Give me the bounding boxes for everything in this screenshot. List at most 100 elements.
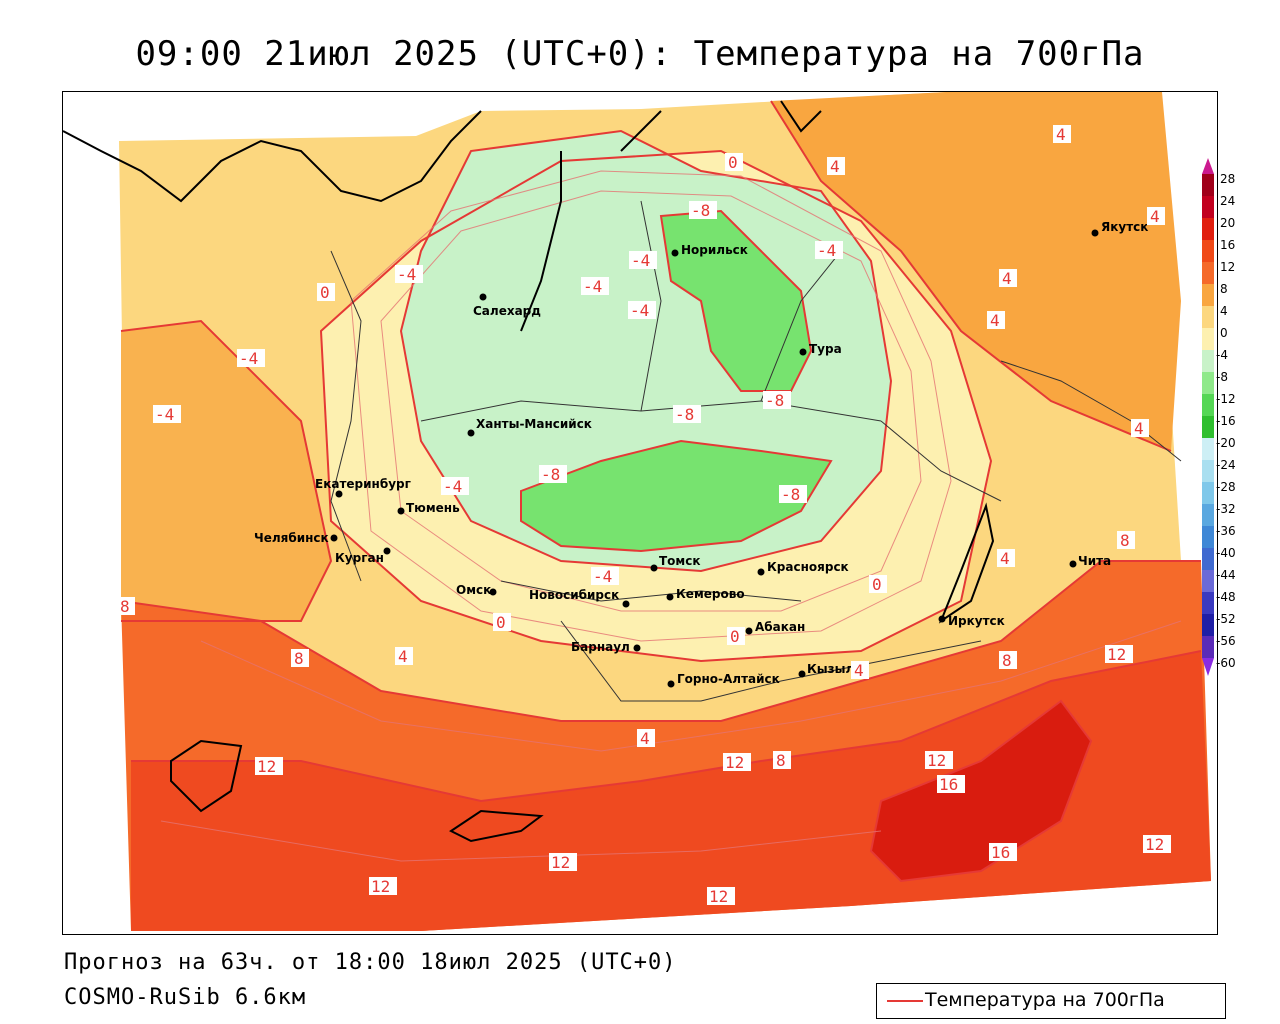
iso-label: -4 <box>153 405 181 424</box>
svg-text:8: 8 <box>120 597 130 616</box>
svg-text:4: 4 <box>1002 269 1012 288</box>
svg-text:-4: -4 <box>239 349 258 368</box>
svg-text:Ханты-Мансийск: Ханты-Мансийск <box>476 417 592 431</box>
svg-text:-4: -4 <box>817 241 836 260</box>
city-novosibirsk: Новосибирск <box>529 588 630 608</box>
iso-label: 8 <box>999 651 1017 670</box>
svg-text:Тюмень: Тюмень <box>406 501 460 515</box>
iso-label: 12 <box>723 753 751 772</box>
iso-label: -8 <box>779 485 807 504</box>
iso-label: 16 <box>937 775 965 794</box>
iso-label: -8 <box>539 465 567 484</box>
svg-text:-4: -4 <box>155 405 174 424</box>
iso-label: 0 <box>493 613 511 632</box>
iso-label: 4 <box>827 157 845 176</box>
iso-label: 4 <box>1053 125 1071 144</box>
svg-text:4: 4 <box>1134 419 1144 438</box>
svg-text:Екатеринбург: Екатеринбург <box>315 477 411 491</box>
scale-swatches <box>1202 174 1214 658</box>
svg-text:12: 12 <box>725 753 744 772</box>
city-yakutsk: Якутск <box>1091 220 1148 237</box>
svg-text:Челябинск: Челябинск <box>254 531 329 545</box>
svg-text:Кызыл: Кызыл <box>807 662 854 676</box>
svg-text:-4: -4 <box>443 477 462 496</box>
svg-text:12: 12 <box>1145 835 1164 854</box>
svg-text:Горно-Алтайск: Горно-Алтайск <box>677 672 780 686</box>
svg-text:4: 4 <box>1000 549 1010 568</box>
iso-label: 4 <box>1131 419 1149 438</box>
iso-label: 12 <box>1143 835 1171 854</box>
svg-text:0: 0 <box>320 283 330 302</box>
iso-label: 0 <box>869 575 887 594</box>
svg-text:-4: -4 <box>630 301 649 320</box>
iso-label: 4 <box>987 311 1005 330</box>
iso-label: 12 <box>369 877 397 896</box>
svg-text:4: 4 <box>398 647 408 666</box>
iso-label: 4 <box>395 647 413 666</box>
map-canvas: Салехард Норильск Тура Якутск Ханты-Манс… <box>63 92 1211 931</box>
scale-tick: 0 <box>1220 326 1228 340</box>
svg-text:4: 4 <box>854 661 864 680</box>
model-name: COSMO-RuSib 6.6км <box>64 985 307 1010</box>
iso-label: 4 <box>851 661 869 680</box>
iso-label: 12 <box>925 751 953 770</box>
svg-text:0: 0 <box>496 613 506 632</box>
legend-line-swatch <box>887 1000 923 1002</box>
scale-tick: -60 <box>1216 656 1236 670</box>
temperature-map: Салехард Норильск Тура Якутск Ханты-Манс… <box>62 91 1218 935</box>
city-salekhard: Салехард <box>473 293 541 318</box>
svg-text:4: 4 <box>1056 125 1066 144</box>
scale-tick: -48 <box>1216 590 1236 604</box>
scale-tick: -20 <box>1216 436 1236 450</box>
svg-text:-8: -8 <box>765 391 784 410</box>
city-tura: Тура <box>799 342 842 356</box>
city-omsk: Омск <box>456 583 497 597</box>
scale-tick: -32 <box>1216 502 1236 516</box>
city-irkutsk: Иркутск <box>938 614 1005 628</box>
iso-label: 16 <box>989 843 1017 862</box>
svg-text:Красноярск: Красноярск <box>767 560 849 574</box>
scale-tick: 20 <box>1220 216 1235 230</box>
svg-text:8: 8 <box>776 751 786 770</box>
svg-text:-4: -4 <box>593 567 612 586</box>
svg-text:0: 0 <box>872 575 882 594</box>
iso-label: 0 <box>317 283 335 302</box>
iso-label: 0 <box>727 627 745 646</box>
scale-tick: 12 <box>1220 260 1235 274</box>
iso-label: -4 <box>441 477 469 496</box>
temperature-field <box>119 92 1211 931</box>
svg-text:-8: -8 <box>691 201 710 220</box>
svg-text:Норильск: Норильск <box>681 243 748 257</box>
svg-text:Тура: Тура <box>809 342 842 356</box>
svg-text:Абакан: Абакан <box>755 620 805 634</box>
iso-label: -4 <box>591 567 619 586</box>
scale-tick: 8 <box>1220 282 1228 296</box>
iso-label: -4 <box>237 349 265 368</box>
iso-label: 12 <box>707 887 735 906</box>
svg-text:16: 16 <box>991 843 1010 862</box>
city-yekaterinburg: Екатеринбург <box>315 477 411 498</box>
city-gorno-altaysk: Горно-Алтайск <box>667 672 780 688</box>
iso-label: 8 <box>1117 531 1135 550</box>
svg-text:-8: -8 <box>675 405 694 424</box>
city-barnaul: Барнаул <box>571 640 641 654</box>
iso-label: 0 <box>725 153 743 172</box>
iso-label: 8 <box>117 597 135 616</box>
city-kyzyl: Кызыл <box>798 662 854 678</box>
iso-label: 12 <box>255 757 283 776</box>
color-scale-bar: 28 24 20 16 12 8 4 0 -4 -8 -12 -16 -20 -… <box>1202 158 1236 676</box>
svg-text:12: 12 <box>927 751 946 770</box>
svg-text:4: 4 <box>830 157 840 176</box>
svg-text:16: 16 <box>939 775 958 794</box>
svg-text:Барнаул: Барнаул <box>571 640 630 654</box>
scale-tick-labels: 28 24 20 16 12 8 4 0 -4 -8 -12 -16 -20 -… <box>1216 172 1236 670</box>
iso-label: 12 <box>549 853 577 872</box>
scale-tick: -24 <box>1216 458 1236 472</box>
svg-text:Новосибирск: Новосибирск <box>529 588 619 602</box>
svg-text:8: 8 <box>294 649 304 668</box>
iso-label: -4 <box>628 301 656 320</box>
svg-text:12: 12 <box>371 877 390 896</box>
city-kemerovo: Кемерово <box>666 587 745 601</box>
iso-label: -8 <box>689 201 717 220</box>
city-khanty-mansiysk: Ханты-Мансийск <box>467 417 592 437</box>
